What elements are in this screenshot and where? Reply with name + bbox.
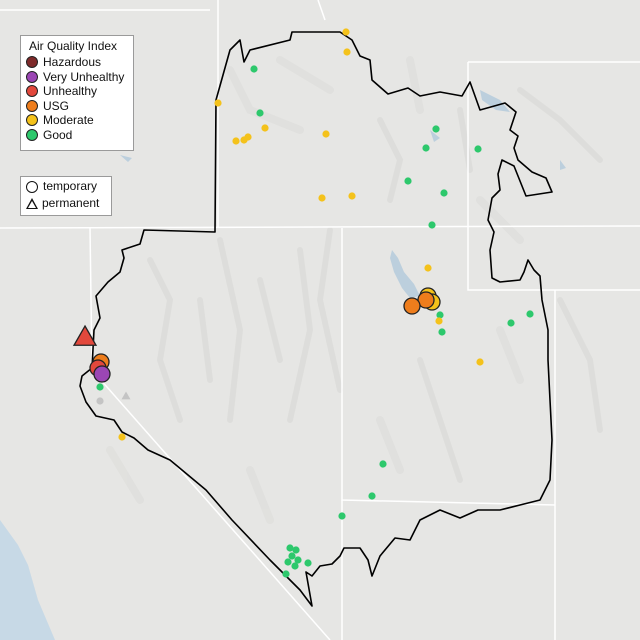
- aqi-legend-title: Air Quality Index: [29, 39, 118, 53]
- monitor-point[interactable]: [422, 144, 430, 152]
- monitor-point[interactable]: [438, 328, 446, 336]
- monitor-point[interactable]: [526, 310, 534, 318]
- monitor-point[interactable]: [256, 109, 264, 117]
- legend-label: temporary: [43, 179, 98, 193]
- temporary-monitor-point[interactable]: [403, 297, 421, 315]
- monitor-point[interactable]: [435, 317, 443, 325]
- monitor-point[interactable]: [291, 562, 299, 570]
- monitor-point[interactable]: [379, 460, 387, 468]
- monitor-point[interactable]: [424, 264, 432, 272]
- legend-label: Good: [43, 127, 73, 142]
- legend-label: permanent: [42, 196, 100, 210]
- legend-item-unhealthy: Unhealthy: [26, 84, 133, 99]
- triangle-icon: [26, 198, 38, 209]
- legend-item-permanent: permanent: [26, 196, 111, 211]
- temporary-monitor-point[interactable]: [93, 365, 111, 383]
- monitor-point[interactable]: [348, 192, 356, 200]
- permanent-monitor-point[interactable]: [72, 324, 98, 346]
- monitor-point[interactable]: [304, 559, 312, 567]
- region-boundary: [79, 31, 553, 607]
- monitor-point[interactable]: [322, 130, 330, 138]
- legend-swatch: [26, 85, 38, 98]
- permanent-monitor-point[interactable]: [121, 391, 131, 400]
- legend-label: Moderate: [43, 113, 94, 127]
- monitor-point[interactable]: [294, 556, 302, 564]
- monitor-point[interactable]: [428, 221, 436, 229]
- monitor-point[interactable]: [261, 124, 269, 132]
- legend-item-temporary: temporary: [26, 179, 111, 194]
- monitor-point[interactable]: [368, 492, 376, 500]
- legend-label: Unhealthy: [43, 84, 98, 98]
- monitor-point[interactable]: [286, 544, 294, 552]
- monitor-point[interactable]: [338, 512, 346, 520]
- legend-item-usg: USG: [26, 99, 133, 114]
- legend-swatch: [26, 114, 38, 127]
- monitor-point[interactable]: [432, 125, 440, 133]
- legend-label: USG: [43, 98, 70, 113]
- legend-swatch: [26, 99, 38, 112]
- monitor-point[interactable]: [288, 552, 296, 560]
- legend-swatch: [26, 56, 38, 69]
- monitor-point[interactable]: [474, 145, 482, 153]
- monitor-point[interactable]: [282, 570, 290, 578]
- legend-swatch: [26, 70, 38, 83]
- monitor-point[interactable]: [342, 28, 350, 36]
- legend-item-moderate: Moderate: [26, 113, 133, 128]
- monitor-point[interactable]: [507, 319, 515, 327]
- legend-swatch: [26, 128, 38, 141]
- monitor-point[interactable]: [232, 137, 240, 145]
- legend-item-hazardous: Hazardous: [26, 55, 133, 70]
- legend-label: Very Unhealthy: [43, 69, 125, 84]
- monitor-point[interactable]: [440, 189, 448, 197]
- terrain-texture: [106, 56, 603, 524]
- monitor-point[interactable]: [96, 383, 104, 391]
- legend-item-good: Good: [26, 128, 133, 143]
- aqi-legend: Air Quality Index Hazardous Very Unhealt…: [20, 35, 134, 151]
- monitor-point[interactable]: [250, 65, 258, 73]
- monitor-point[interactable]: [214, 99, 222, 107]
- monitor-point[interactable]: [404, 177, 412, 185]
- monitor-point[interactable]: [96, 397, 104, 405]
- monitor-point[interactable]: [436, 311, 444, 319]
- monitor-type-legend: temporary permanent: [20, 176, 112, 216]
- monitor-point[interactable]: [284, 558, 292, 566]
- monitor-markers: [72, 28, 534, 578]
- legend-item-very-unhealthy: Very Unhealthy: [26, 70, 133, 85]
- ocean: [0, 520, 55, 640]
- monitor-point[interactable]: [318, 194, 326, 202]
- lakes: [120, 90, 566, 298]
- circle-icon: [26, 180, 38, 193]
- monitor-point[interactable]: [343, 48, 351, 56]
- monitor-point[interactable]: [476, 358, 484, 366]
- monitor-point[interactable]: [244, 133, 252, 141]
- monitor-point[interactable]: [292, 546, 300, 554]
- monitor-point[interactable]: [118, 433, 126, 441]
- legend-label: Hazardous: [43, 55, 102, 69]
